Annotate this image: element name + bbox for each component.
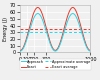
Approach bbox=[46, 34, 48, 35]
Exact bbox=[88, 49, 90, 50]
Exact bbox=[46, 31, 48, 32]
Approach bbox=[88, 50, 90, 51]
Exact bbox=[32, 16, 33, 17]
Exact bbox=[20, 50, 21, 51]
Exact bbox=[28, 31, 29, 32]
Exact average bbox=[20, 28, 21, 29]
Approach bbox=[37, 13, 38, 14]
Line: Approach: Approach bbox=[20, 14, 90, 51]
Approach bbox=[20, 51, 21, 52]
Approach bbox=[50, 43, 51, 44]
Approach bbox=[90, 51, 91, 52]
Y-axis label: Energy (J): Energy (J) bbox=[4, 17, 8, 41]
Exact bbox=[81, 28, 82, 29]
Exact average bbox=[20, 28, 21, 29]
Approximate average bbox=[20, 32, 21, 33]
Legend: Approach, Exact, Approximate average, Exact average: Approach, Exact, Approximate average, Ex… bbox=[20, 59, 91, 70]
Exact bbox=[90, 50, 91, 51]
Line: Exact: Exact bbox=[20, 8, 90, 50]
Approach bbox=[28, 34, 29, 35]
Exact bbox=[37, 7, 38, 8]
Approach bbox=[81, 31, 82, 32]
X-axis label: Crankshaft angle (°): Crankshaft angle (°) bbox=[30, 63, 80, 68]
Approach bbox=[32, 21, 33, 22]
Approximate average bbox=[20, 32, 21, 33]
